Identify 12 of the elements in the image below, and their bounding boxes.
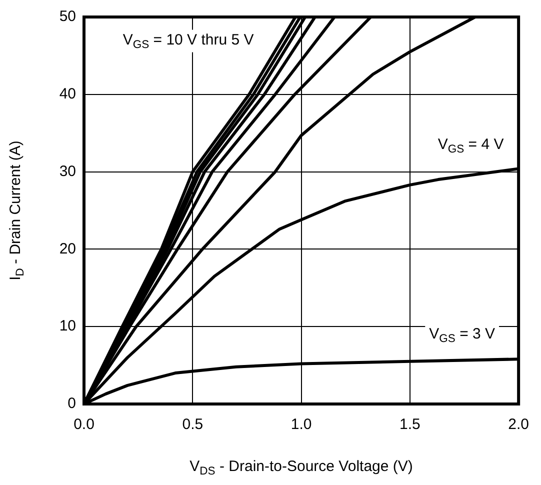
y-tick-label: 10 <box>59 318 76 335</box>
y-tick-label: 30 <box>59 162 76 180</box>
y-tick-label: 0 <box>68 395 76 412</box>
y-tick-label: 50 <box>59 8 76 26</box>
x-tick-label: 0.0 <box>74 416 94 434</box>
x-tick-label: 2.0 <box>508 416 530 434</box>
y-axis-title: ID - Drain Current (A) <box>7 140 27 280</box>
y-tick-label: 40 <box>59 86 76 103</box>
x-tick-label: 1.0 <box>290 416 312 434</box>
x-tick-label: 0.5 <box>182 416 204 434</box>
x-tick-label: 1.5 <box>400 416 420 434</box>
y-tick-label: 20 <box>59 240 76 258</box>
